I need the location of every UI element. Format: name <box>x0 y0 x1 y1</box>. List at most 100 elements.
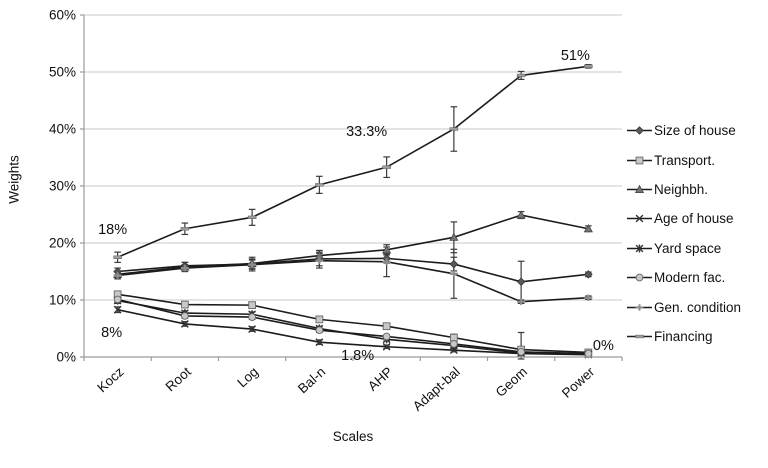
x-tick-label: Kocz <box>94 364 127 395</box>
x-tick-label: Adapt-bal <box>410 364 463 414</box>
marker-circle <box>517 348 525 356</box>
marker-circle <box>450 340 458 348</box>
annotation: 51% <box>561 48 590 64</box>
marker-triangle <box>583 224 593 233</box>
series-line-age-of-house <box>117 308 589 356</box>
legend-circle-marker-icon <box>627 273 652 282</box>
marker-plus <box>113 272 122 279</box>
marker-circle <box>113 295 122 304</box>
marker-square <box>248 301 256 309</box>
y-tick-label: 40% <box>49 122 76 137</box>
marker-circle <box>315 326 324 335</box>
marker-dash <box>180 227 190 231</box>
marker-dash <box>584 64 593 68</box>
legend-item-modern-fac: Modern fac. <box>626 263 741 292</box>
legend-item-label: Size of house <box>654 123 736 139</box>
marker-diamond <box>635 126 644 135</box>
marker-dash <box>315 183 324 187</box>
legend-item-age-of-house: Age of house <box>626 204 741 233</box>
x-tick-label: Root <box>163 364 194 394</box>
marker-square <box>382 322 391 331</box>
y-tick-label: 50% <box>49 65 76 80</box>
legend-item-label: Financing <box>654 328 713 344</box>
marker-square <box>635 156 644 164</box>
marker-dash <box>635 334 644 339</box>
marker-dash <box>516 73 526 78</box>
x-tick-label: Bal-n <box>295 364 328 396</box>
marker-x <box>382 342 391 351</box>
marker-dash <box>113 255 122 259</box>
series-line-size-of-house <box>117 257 589 283</box>
legend-item-label: Neighbh. <box>654 181 709 197</box>
marker-square <box>181 300 189 309</box>
series-line-transport <box>117 293 589 354</box>
marker-dash <box>449 127 459 131</box>
marker-circle <box>181 312 189 320</box>
marker-plus <box>449 270 458 277</box>
marker-diamond <box>449 259 459 269</box>
legend-item-label: Modern fac. <box>654 270 726 286</box>
marker-x <box>248 325 257 333</box>
annotation: 1.8% <box>341 348 374 364</box>
legend-star-marker-icon <box>627 244 652 253</box>
marker-plus <box>635 303 644 311</box>
y-tick-label: 30% <box>49 179 76 194</box>
y-tick-label: 10% <box>49 293 76 308</box>
marker-plus <box>382 258 391 266</box>
legend-item-label: Yard space <box>654 240 722 256</box>
marker-circle <box>584 349 593 358</box>
x-axis-title: Scales <box>332 429 374 444</box>
x-tick-label: Geom <box>493 364 530 400</box>
marker-plus <box>517 298 526 305</box>
x-tick-label: AHP <box>365 364 396 394</box>
annotation: 18% <box>98 222 127 238</box>
legend-item-size-of-house: Size of house <box>626 116 741 145</box>
chart-legend: Size of house Transport. Neighbh. Age of ho… <box>626 116 741 351</box>
legend-item-transport: Transport. <box>626 145 741 174</box>
legend-diamond-marker-icon <box>627 126 652 135</box>
legend-x-marker-icon <box>627 214 652 223</box>
series-line-gen-condition <box>117 259 589 303</box>
series-line-financing <box>117 65 589 258</box>
marker-x <box>315 338 324 347</box>
marker-x <box>180 320 189 328</box>
x-tick-label: Power <box>559 364 598 401</box>
marker-diamond <box>584 270 593 279</box>
marker-dash <box>247 215 257 219</box>
legend-dash-marker-icon <box>627 334 652 339</box>
legend-item-gen-condition: Gen. condition <box>626 292 741 321</box>
x-tick-label: Log <box>234 364 261 390</box>
marker-star <box>635 244 644 253</box>
legend-item-label: Age of house <box>654 211 734 227</box>
marker-x <box>113 305 122 314</box>
marker-triangle <box>449 232 459 241</box>
marker-triangle <box>382 245 392 254</box>
legend-item-label: Gen. condition <box>654 299 742 315</box>
y-tick-label: 20% <box>49 236 76 251</box>
legend-item-label: Transport. <box>654 152 716 168</box>
marker-circle <box>248 313 256 321</box>
marker-square <box>450 333 458 342</box>
legend-item-neighbh: Neighbh. <box>626 175 741 204</box>
series-line-modern-fac <box>117 298 589 355</box>
marker-plus <box>180 264 189 272</box>
marker-plus <box>315 257 324 264</box>
series-line-neighbh <box>117 214 589 276</box>
annotation: 8% <box>101 325 122 341</box>
legend-triangle-marker-icon <box>627 184 652 193</box>
marker-circle <box>635 273 644 282</box>
marker-triangle <box>516 210 526 219</box>
legend-item-financing: Financing <box>626 322 741 351</box>
annotation: 33.3% <box>346 124 387 140</box>
annotation: 0% <box>593 338 614 354</box>
marker-plus <box>584 294 593 301</box>
marker-square <box>315 315 324 324</box>
legend-square-marker-icon <box>627 156 652 164</box>
y-tick-label: 0% <box>56 350 76 365</box>
marker-x <box>635 214 644 223</box>
legend-plus-marker-icon <box>627 303 652 311</box>
legend-item-yard-space: Yard space <box>626 234 741 263</box>
marker-triangle <box>634 184 645 193</box>
